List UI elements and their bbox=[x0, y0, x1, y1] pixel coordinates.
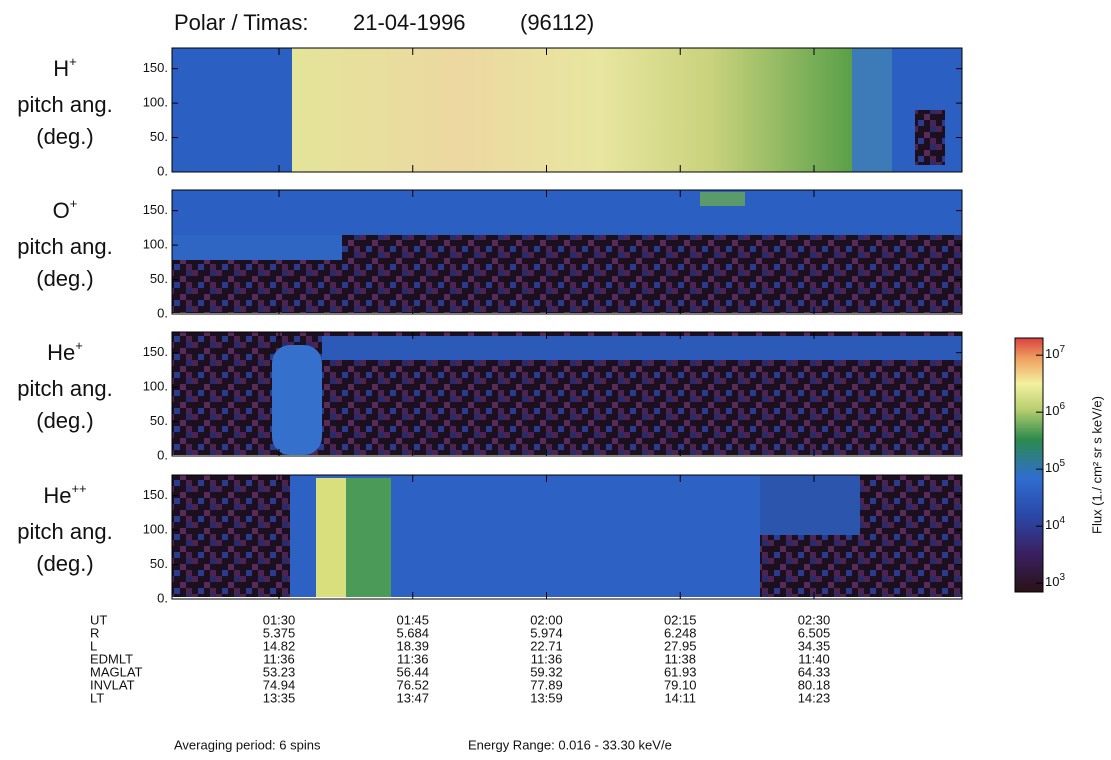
spectrogram bbox=[700, 192, 745, 206]
colorbar-tick-label: 107 bbox=[1045, 344, 1065, 361]
colorbar-tick-label: 105 bbox=[1045, 458, 1065, 475]
spectrogram-images bbox=[172, 48, 962, 597]
y-tick-label: 150. bbox=[143, 344, 168, 359]
colorbar bbox=[1015, 338, 1043, 592]
y-axis-label: pitch ang. bbox=[17, 376, 112, 401]
chart-title: (96112) bbox=[520, 10, 594, 35]
y-axis-label: (deg.) bbox=[36, 551, 93, 576]
y-tick-label: 100. bbox=[143, 237, 168, 252]
charge: + bbox=[70, 196, 78, 211]
figure: Polar / Timas:21-04-1996(96112)H+pitch a… bbox=[0, 0, 1111, 760]
y-axis-label: pitch ang. bbox=[17, 519, 112, 544]
species: H bbox=[53, 56, 69, 81]
y-tick-label: 50. bbox=[150, 271, 168, 286]
spectrogram bbox=[172, 235, 342, 260]
y-axis-label: pitch ang. bbox=[17, 234, 112, 259]
y-axis-label: (deg.) bbox=[36, 124, 93, 149]
species: O bbox=[53, 198, 70, 223]
table-cell: 13:59 bbox=[530, 690, 563, 705]
y-tick-label: 100. bbox=[143, 522, 168, 537]
spectrogram bbox=[172, 190, 962, 235]
charge: + bbox=[75, 338, 83, 353]
y-tick-label: 0. bbox=[157, 163, 168, 178]
chart-title: Polar / Timas: bbox=[174, 10, 308, 35]
table-row-label: LT bbox=[90, 690, 104, 705]
y-axis-label: (deg.) bbox=[36, 408, 93, 433]
chart-title: 21-04-1996 bbox=[353, 10, 466, 35]
y-tick-label: 0. bbox=[157, 305, 168, 320]
colorbar-label: Flux (1./ cm² sr s keV/e) bbox=[1089, 396, 1104, 534]
species: He bbox=[43, 483, 71, 508]
footer-note: Averaging period: 6 spins bbox=[174, 737, 321, 752]
tick-exponent: 5 bbox=[1059, 458, 1065, 469]
footer-note: Energy Range: 0.016 - 33.30 keV/e bbox=[468, 737, 672, 752]
spectrogram bbox=[272, 345, 322, 455]
table-cell: 14:11 bbox=[664, 690, 696, 705]
page: Polar / Timas:21-04-1996(96112)H+pitch a… bbox=[0, 0, 1111, 760]
species-label: H+ bbox=[53, 54, 76, 81]
tick-exponent: 3 bbox=[1059, 572, 1065, 583]
tick-exponent: 4 bbox=[1059, 515, 1065, 526]
colorbar-tick-label: 103 bbox=[1045, 572, 1065, 589]
y-tick-label: 100. bbox=[143, 379, 168, 394]
colorbar-tick-label: 104 bbox=[1045, 515, 1065, 532]
table-cell: 13:35 bbox=[263, 690, 296, 705]
spectrogram bbox=[346, 478, 391, 597]
charge: + bbox=[69, 54, 77, 69]
y-tick-label: 50. bbox=[150, 556, 168, 571]
y-tick-label: 100. bbox=[143, 95, 168, 110]
tick-base: 10 bbox=[1045, 575, 1059, 590]
charge: ++ bbox=[71, 481, 86, 496]
y-tick-label: 150. bbox=[143, 60, 168, 75]
species: He bbox=[47, 340, 75, 365]
species-label: He+ bbox=[47, 338, 83, 365]
y-tick-label: 0. bbox=[157, 590, 168, 605]
tick-exponent: 7 bbox=[1059, 344, 1065, 355]
spectrogram bbox=[915, 110, 945, 165]
spectrogram bbox=[852, 48, 892, 172]
species-label: O+ bbox=[53, 196, 78, 223]
y-axis-label: pitch ang. bbox=[17, 92, 112, 117]
spectrogram bbox=[292, 48, 852, 172]
y-tick-label: 0. bbox=[157, 447, 168, 462]
y-axis-label: (deg.) bbox=[36, 266, 93, 291]
tick-base: 10 bbox=[1045, 347, 1059, 362]
table-cell: 14:23 bbox=[798, 690, 831, 705]
tick-base: 10 bbox=[1045, 461, 1059, 476]
tick-exponent: 6 bbox=[1059, 401, 1065, 412]
y-tick-label: 50. bbox=[150, 129, 168, 144]
tick-base: 10 bbox=[1045, 518, 1059, 533]
y-tick-label: 150. bbox=[143, 202, 168, 217]
tick-base: 10 bbox=[1045, 404, 1059, 419]
spectrogram bbox=[322, 336, 962, 360]
spectrogram bbox=[316, 478, 346, 597]
spectrogram bbox=[760, 475, 860, 535]
table-cell: 13:47 bbox=[396, 690, 429, 705]
y-tick-label: 50. bbox=[150, 413, 168, 428]
colorbar-tick-label: 106 bbox=[1045, 401, 1065, 418]
species-label: He++ bbox=[43, 481, 86, 508]
y-tick-label: 150. bbox=[143, 487, 168, 502]
